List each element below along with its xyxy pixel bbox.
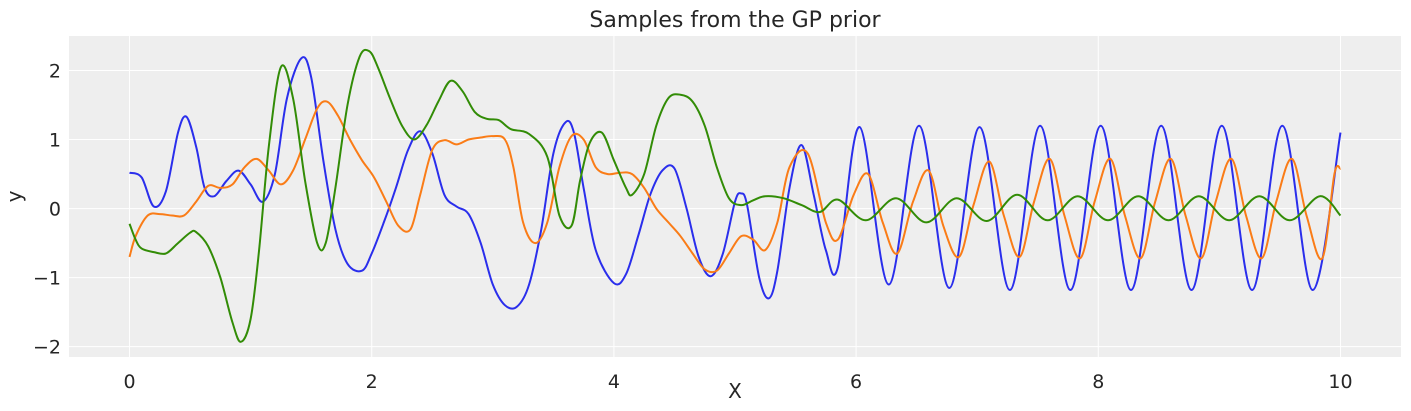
y-tick-label: 0 (49, 199, 61, 221)
x-tick-label: 10 (1328, 371, 1352, 393)
grid (69, 36, 1401, 357)
y-tick-label: −1 (33, 268, 61, 290)
y-axis-label: y (2, 190, 26, 202)
series-line-3 (128, 48, 1342, 343)
x-tick-label: 4 (608, 371, 620, 393)
chart-title: Samples from the GP prior (589, 8, 881, 33)
x-axis-label: X (728, 379, 742, 403)
y-tick-label: 1 (49, 130, 61, 152)
series-lines (128, 48, 1342, 343)
y-tick-label: 2 (49, 61, 61, 83)
series-line-2 (128, 100, 1342, 274)
x-tick-label: 8 (1092, 371, 1104, 393)
x-tick-label: 2 (366, 371, 378, 393)
x-tick-label: 0 (123, 371, 135, 393)
y-tick-labels: −2 −1 0 1 2 (33, 61, 61, 359)
y-tick-label: −2 (33, 337, 61, 359)
series-line-1 (129, 56, 1342, 310)
x-tick-label: 6 (850, 371, 862, 393)
x-tick-labels: 0 2 4 6 8 10 (123, 371, 1352, 393)
